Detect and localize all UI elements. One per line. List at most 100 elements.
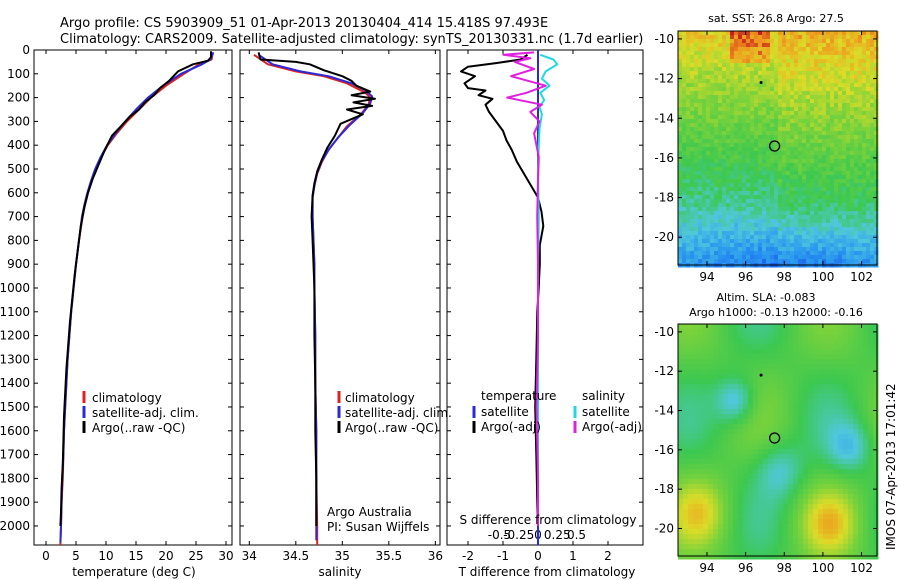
map-cell: [702, 139, 707, 144]
map-cell: [863, 489, 869, 495]
map-cell: [814, 47, 819, 52]
map-cell: [848, 474, 854, 480]
map-cell: [730, 107, 735, 112]
map-cell: [686, 191, 691, 196]
map-cell: [710, 239, 715, 244]
map-cell: [803, 494, 809, 500]
map-cell: [858, 83, 863, 88]
ytick-label: 900: [7, 257, 30, 271]
map-cell: [778, 139, 783, 144]
map-cell: [686, 227, 691, 232]
map-cell: [828, 359, 834, 365]
map-cell: [783, 454, 789, 460]
map-cell: [754, 179, 759, 184]
map-cell: [858, 223, 863, 228]
map-cell: [758, 239, 763, 244]
map-cell: [723, 384, 729, 390]
map-cell: [803, 509, 809, 515]
map-cell: [843, 519, 849, 525]
map-cell: [718, 147, 723, 152]
map-cell: [873, 469, 879, 475]
map-cell: [850, 71, 855, 76]
map-cell: [814, 59, 819, 64]
map-cell: [738, 95, 743, 100]
map-cell: [693, 359, 699, 365]
map-cell: [722, 147, 727, 152]
map-cell: [813, 359, 819, 365]
map-cell: [874, 91, 879, 96]
map-cell: [810, 51, 815, 56]
map-cell: [843, 424, 849, 430]
map-cell: [806, 175, 811, 180]
map-cell: [742, 103, 747, 108]
map-cell: [710, 91, 715, 96]
map-cell: [678, 519, 684, 525]
map-cell: [733, 529, 739, 535]
map-cell: [682, 107, 687, 112]
map-cell: [750, 231, 755, 236]
map-cell: [850, 223, 855, 228]
map-cell: [753, 384, 759, 390]
map-cell: [793, 529, 799, 535]
map-cell: [803, 329, 809, 335]
map-cell: [833, 469, 839, 475]
map-cell: [714, 135, 719, 140]
map-cell: [678, 359, 684, 365]
map-cell: [738, 374, 744, 380]
map-cell: [842, 207, 847, 212]
map-cell: [766, 203, 771, 208]
map-cell: [710, 47, 715, 52]
map-cell: [734, 143, 739, 148]
map-cell: [714, 163, 719, 168]
map-cell: [848, 519, 854, 525]
map-cell: [722, 63, 727, 68]
map-cell: [728, 444, 734, 450]
map-cell: [870, 47, 875, 52]
map-cell: [838, 79, 843, 84]
map-cell: [678, 111, 683, 116]
map-cell: [774, 247, 779, 252]
map-cell: [826, 119, 831, 124]
map-cell: [722, 191, 727, 196]
map-cell: [854, 259, 859, 264]
map-cell: [753, 524, 759, 530]
map-cell: [718, 459, 724, 465]
map-cell: [874, 51, 879, 56]
map-cell: [718, 474, 724, 480]
map-cell: [762, 31, 767, 36]
map-cell: [846, 255, 851, 260]
map-cell: [714, 123, 719, 128]
map-cell: [746, 135, 751, 140]
map-cell: [788, 409, 794, 415]
map-cell: [810, 239, 815, 244]
map-cell: [838, 159, 843, 164]
map-cell: [734, 199, 739, 204]
map-cell: [754, 163, 759, 168]
map-cell: [782, 87, 787, 92]
map-cell: [758, 247, 763, 252]
map-cell: [782, 195, 787, 200]
map-cell: [802, 259, 807, 264]
map-cell: [853, 374, 859, 380]
map-cell: [842, 239, 847, 244]
map-cell: [758, 243, 763, 248]
map-cell: [854, 231, 859, 236]
map-cell: [693, 339, 699, 345]
map-cell: [758, 175, 763, 180]
map-cell: [703, 474, 709, 480]
map-cell: [710, 255, 715, 260]
island-marker: [759, 81, 763, 85]
map-cell: [763, 344, 769, 350]
map-cell: [874, 111, 879, 116]
map-cell: [806, 143, 811, 148]
map-cell: [798, 529, 804, 535]
map-cell: [718, 454, 724, 460]
map-cell: [818, 529, 824, 535]
map-cell: [746, 115, 751, 120]
map-cell: [814, 207, 819, 212]
map-cell: [794, 163, 799, 168]
map-cell: [753, 354, 759, 360]
map-cell: [830, 75, 835, 80]
map-cell: [773, 399, 779, 405]
map-cell: [686, 111, 691, 116]
